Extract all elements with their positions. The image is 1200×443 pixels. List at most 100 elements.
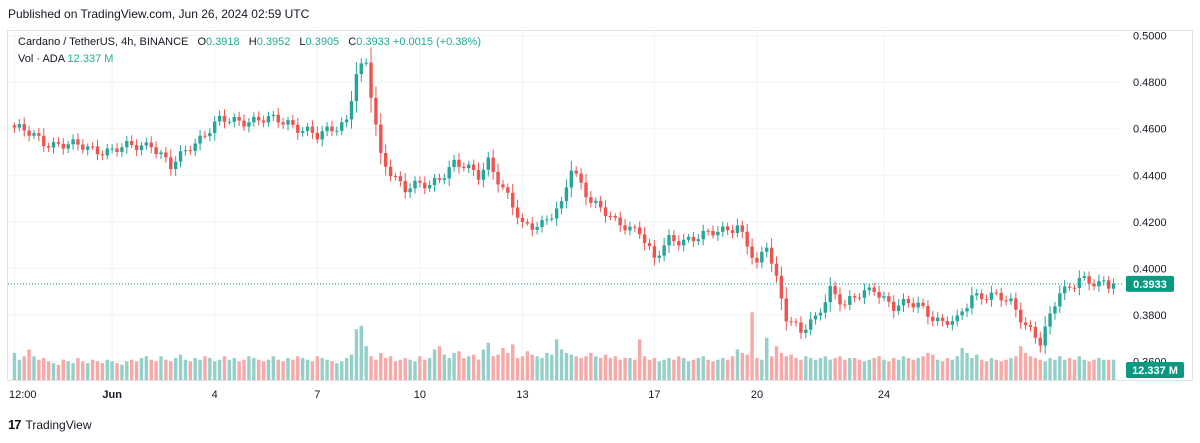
volume-bar	[672, 359, 676, 380]
time-tick-label: 17	[648, 389, 660, 401]
candle-body	[1043, 326, 1047, 346]
volume-bar	[139, 358, 144, 380]
candle-body	[989, 292, 994, 300]
candle-body	[379, 124, 383, 153]
candle-body	[403, 181, 407, 193]
candle-body	[740, 225, 745, 232]
candle-body	[916, 302, 920, 308]
volume-bar	[305, 359, 310, 380]
volume-bar	[261, 361, 266, 380]
volume-bar	[1043, 361, 1047, 380]
volume-bar	[276, 359, 280, 380]
volume-bar	[22, 356, 26, 380]
candle-body	[662, 245, 666, 256]
volume-bar	[1058, 356, 1062, 380]
volume-bar	[100, 363, 105, 380]
volume-bar	[735, 349, 740, 380]
volume-bar	[418, 356, 422, 380]
volume-bar	[867, 359, 872, 380]
volume-bar	[467, 356, 471, 380]
candle-body	[452, 159, 456, 168]
time-axis[interactable]: 12:00 Jun 4 7 10 13 17 20 24	[9, 389, 890, 401]
candle-body	[413, 180, 417, 189]
volume-bar	[340, 361, 344, 380]
candle-body	[1062, 286, 1067, 294]
volume-bar	[501, 347, 505, 380]
candle-body	[476, 169, 481, 180]
candle-body	[330, 126, 334, 132]
volume-bar	[491, 356, 495, 380]
volume-bar	[222, 356, 227, 380]
candle-body	[799, 322, 803, 333]
volume-bar	[1087, 361, 1091, 380]
candle-body	[955, 315, 959, 322]
volume-bar	[129, 359, 134, 380]
time-tick-label: Jun	[102, 389, 122, 401]
volume-bar	[1019, 346, 1023, 380]
candle-body	[672, 235, 676, 242]
candle-body	[481, 169, 486, 180]
candle-body	[848, 296, 852, 305]
volume-bar	[242, 359, 246, 380]
candle-body	[755, 257, 759, 263]
volume-bar	[164, 359, 168, 380]
volume-bar	[696, 358, 701, 380]
volume-bar	[799, 359, 803, 380]
low-value: 0.3905	[305, 36, 340, 48]
volume-bar	[335, 363, 339, 380]
candle-body	[81, 144, 85, 150]
volume-bar	[125, 361, 129, 380]
candle-body	[154, 147, 158, 155]
candle-body	[681, 239, 686, 246]
price-axis[interactable]: 0.5000 0.4800 0.4600 0.4400 0.4200 0.4000 0.38…	[1126, 31, 1184, 378]
candle-body	[467, 164, 471, 169]
candle-body	[765, 247, 769, 252]
candle-body	[838, 294, 842, 305]
candle-body	[1058, 293, 1062, 307]
candle-body	[1102, 280, 1106, 282]
volume-bar	[579, 358, 583, 380]
volume-bar	[281, 361, 285, 380]
candle-body	[266, 116, 271, 123]
volume-bar	[774, 346, 779, 380]
candle-body	[901, 299, 906, 306]
tradingview-logo-icon: 17	[8, 417, 22, 432]
close-value: 0.3933	[356, 36, 390, 48]
volume-bar	[452, 352, 456, 380]
candle-body	[579, 173, 583, 183]
candle-body	[525, 222, 530, 224]
candle-body	[203, 135, 207, 137]
candle-body	[574, 170, 578, 174]
candle-body	[813, 315, 818, 320]
volume-bar	[217, 359, 222, 380]
volume-bar	[892, 358, 896, 380]
volume-bar	[784, 356, 788, 380]
candle-body	[852, 296, 857, 298]
candle-body	[696, 239, 701, 242]
candle-body	[291, 120, 295, 125]
volume-bar	[81, 361, 85, 380]
volume-bar	[755, 358, 759, 380]
candle-body	[1097, 280, 1101, 287]
candle-body	[686, 236, 691, 240]
candle-body	[559, 201, 564, 209]
candle-body	[310, 126, 315, 133]
volume-bar	[310, 361, 315, 380]
volume-bar	[1028, 356, 1033, 380]
candle-body	[129, 141, 134, 146]
candle-body	[804, 329, 808, 333]
volume-bar	[1082, 359, 1086, 380]
candle-body	[37, 133, 41, 136]
volume-bar	[994, 359, 999, 380]
volume-bar	[227, 359, 232, 380]
candle-body	[393, 176, 398, 178]
candle-body	[457, 159, 461, 167]
volume-bar	[115, 363, 119, 380]
volume-bar	[423, 359, 427, 380]
volume-bar	[496, 354, 500, 380]
candle-body	[950, 321, 955, 325]
candle-body	[46, 146, 51, 148]
candle-body	[691, 236, 696, 242]
candle-body	[906, 299, 911, 304]
